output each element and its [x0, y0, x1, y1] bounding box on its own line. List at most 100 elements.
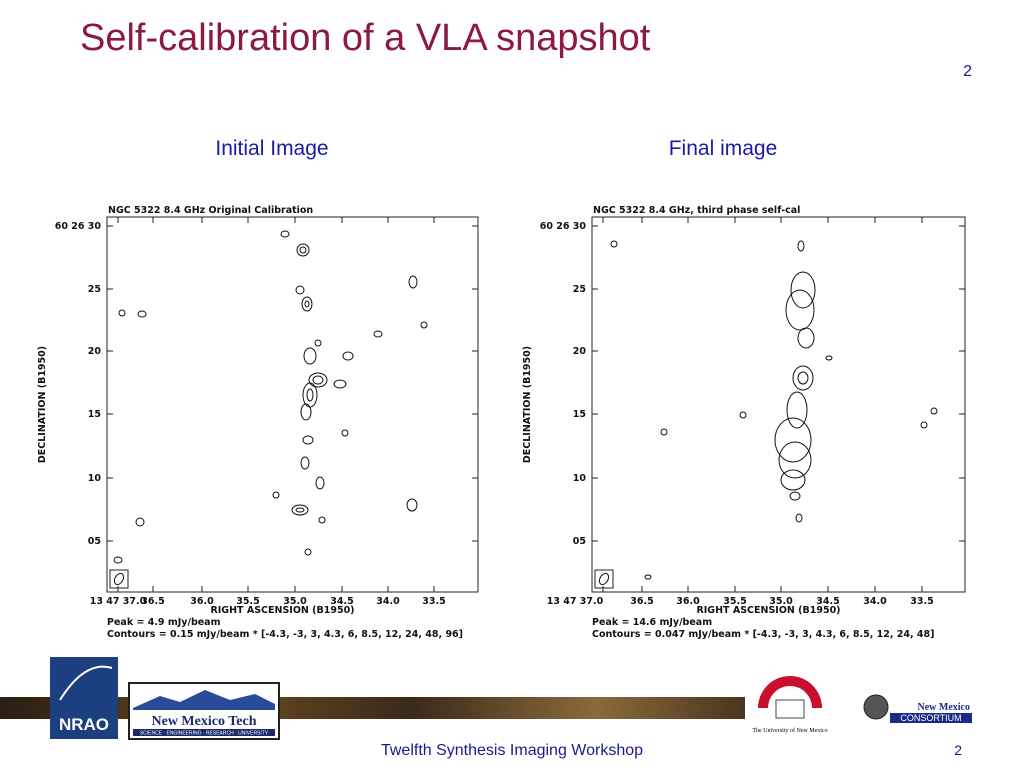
contour	[308, 372, 328, 388]
unm-text: The University of New Mexico	[752, 727, 827, 734]
contour	[797, 371, 809, 385]
panel-heading: Final image	[669, 137, 778, 160]
contour	[778, 441, 812, 479]
contour	[660, 428, 668, 436]
contour	[295, 285, 305, 295]
plot-frame	[591, 216, 966, 593]
peak-label: Peak = 4.9 mJy/beam	[107, 617, 221, 628]
contour	[342, 351, 354, 361]
contour	[792, 365, 814, 391]
contour	[301, 296, 313, 312]
nmc-bar	[890, 713, 972, 723]
contour	[272, 491, 280, 499]
contours-label: Contours = 0.047 mJy/beam * [-4.3, -3, 3…	[592, 629, 934, 640]
nmt-name: New Mexico Tech	[152, 714, 257, 729]
x-tick-label: 13 47 37.0	[90, 596, 147, 607]
y-tick-label: 60 26 30	[55, 221, 102, 232]
contour	[333, 379, 347, 389]
x-tick-label: 35.0	[769, 596, 793, 607]
plot-title: NGC 5322 8.4 GHz Original Calibration	[108, 205, 313, 216]
contour	[797, 240, 805, 252]
contour	[315, 476, 325, 490]
beam	[598, 572, 610, 586]
nrao-text: NRAO	[59, 715, 109, 734]
contour	[739, 411, 747, 419]
beam	[113, 572, 125, 586]
panel-heading: Initial Image	[215, 137, 328, 160]
plot-panel: NGC 5322 8.4 GHz Original Calibration 60 …	[37, 205, 479, 640]
y-tick-label: 10	[88, 473, 102, 484]
contour	[118, 309, 126, 317]
plot-panel: NGC 5322 8.4 GHz, third phase self-cal 60…	[522, 205, 966, 640]
contour	[644, 574, 652, 580]
y-axis-label: DECLINATION (B1950)	[37, 346, 48, 463]
nmt-tag-bar	[133, 729, 275, 736]
nmc-name: New Mexico	[918, 702, 970, 713]
contour	[786, 391, 808, 429]
contour	[135, 517, 145, 527]
contour	[790, 271, 816, 309]
nmc-consortium: CONSORTIUM	[900, 713, 961, 723]
contour	[299, 246, 307, 254]
plot-title: NGC 5322 8.4 GHz, third phase self-cal	[593, 205, 800, 216]
contour	[314, 339, 322, 347]
contours-label: Contours = 0.15 mJy/beam * [-4.3, -3, 3,…	[107, 629, 463, 640]
y-tick-label: 25	[573, 284, 586, 295]
x-tick-label: 35.0	[283, 596, 307, 607]
y-axis-label: DECLINATION (B1950)	[522, 346, 533, 463]
x-tick-label: 36.0	[676, 596, 700, 607]
contour	[406, 498, 418, 512]
x-axis-label: RIGHT ASCENSION (B1950)	[696, 605, 840, 616]
y-tick-label: 15	[88, 409, 101, 420]
y-tick-label: 25	[88, 284, 101, 295]
contour	[408, 275, 418, 289]
slide-title: Self-calibration of a VLA snapshot	[80, 17, 651, 59]
x-tick-label: 34.5	[816, 596, 839, 607]
contour	[295, 507, 305, 513]
nmt-tagline: SCIENCE · ENGINEERING · RESEARCH · UNIVE…	[140, 731, 269, 737]
x-tick-label: 35.5	[723, 596, 746, 607]
contour	[795, 513, 803, 523]
y-tick-label: 05	[88, 536, 101, 547]
unm-building	[775, 699, 805, 719]
contour	[303, 347, 317, 365]
x-tick-label: 36.0	[190, 596, 214, 607]
contour	[306, 388, 314, 402]
contour	[312, 375, 324, 385]
nmc-symbol	[863, 694, 889, 720]
y-tick-label: 10	[573, 473, 587, 484]
contour	[300, 403, 312, 421]
beam-box	[594, 569, 614, 589]
x-tick-label: 36.5	[141, 596, 164, 607]
x-tick-label: 35.5	[236, 596, 259, 607]
contour	[304, 300, 310, 308]
contour	[304, 548, 312, 556]
contour	[920, 421, 928, 429]
contour	[296, 243, 310, 257]
contour	[302, 435, 314, 445]
contour	[280, 230, 290, 238]
y-tick-label: 20	[573, 346, 587, 357]
x-axis-label: RIGHT ASCENSION (B1950)	[210, 605, 354, 616]
beam-box	[109, 569, 129, 589]
contour	[774, 417, 812, 463]
contour	[789, 491, 801, 501]
contour	[930, 407, 938, 415]
x-tick-label: 33.5	[422, 596, 445, 607]
contour	[797, 327, 815, 349]
contour	[291, 504, 309, 516]
y-tick-label: 60 26 30	[540, 221, 587, 232]
plots: NGC 5322 8.4 GHz Original Calibration 60 …	[37, 205, 966, 640]
y-tick-label: 05	[573, 536, 586, 547]
peak-label: Peak = 14.6 mJy/beam	[592, 617, 712, 628]
footer-page: 2	[954, 742, 962, 758]
nmt-mountains	[133, 690, 275, 710]
x-tick-label: 13 47 37.0	[547, 596, 604, 607]
contour	[373, 330, 383, 338]
x-tick-label: 34.0	[863, 596, 887, 607]
x-tick-label: 36.5	[630, 596, 653, 607]
x-tick-label: 34.5	[330, 596, 353, 607]
y-tick-label: 20	[88, 346, 102, 357]
